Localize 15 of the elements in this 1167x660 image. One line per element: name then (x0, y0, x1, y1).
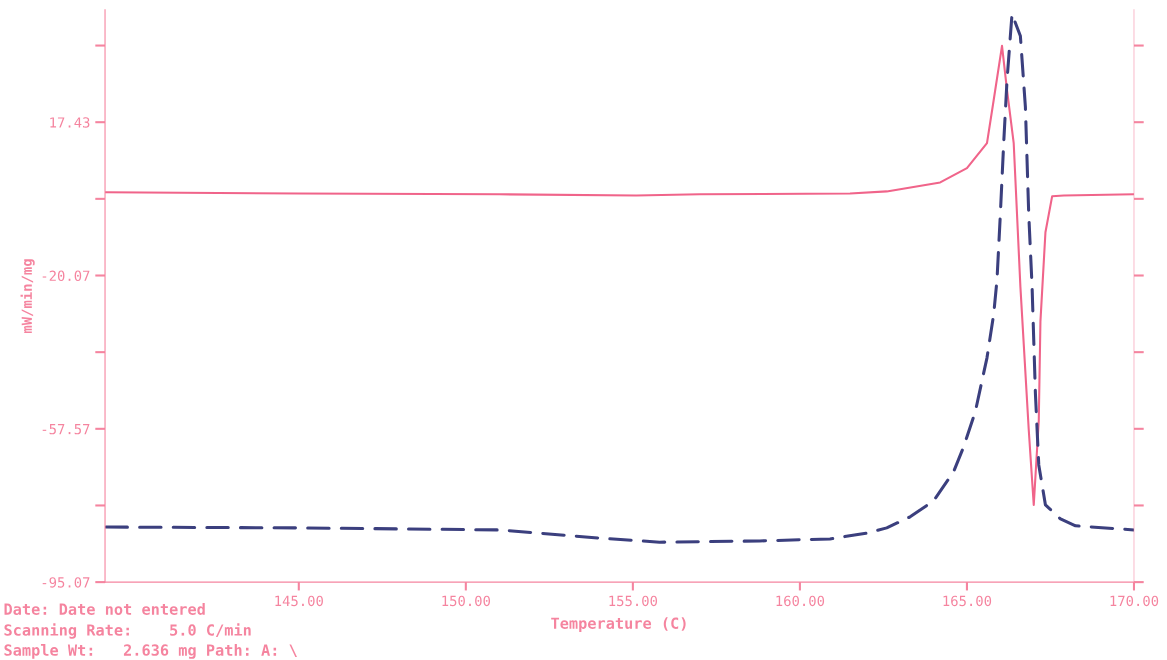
x-tick-label: 160.00 (776, 595, 825, 607)
y-tick-label: -95.07 (42, 577, 90, 588)
x-tick-label: 155.00 (609, 595, 658, 607)
x-tick-label: 170.00 (1110, 595, 1159, 607)
x-axis-title: Temperature (C) (551, 617, 686, 632)
x-tick-label: 145.00 (275, 595, 323, 607)
x-tick-label: 165.00 (943, 595, 992, 607)
y-tick-label: -20.07 (42, 270, 90, 282)
y-tick-label: 17.43 (50, 117, 90, 128)
text: Sample Wt: 2.636 mg Path: A: \ (4, 644, 297, 659)
text: Date: Date not entered (4, 603, 205, 615)
x-tick-label: 150.00 (442, 595, 491, 607)
y-tick-label: -57.57 (42, 424, 90, 435)
y-axis-title: mW/min/mg (20, 259, 35, 334)
text: Scanning Rate: 5.0 C/min (4, 623, 251, 639)
